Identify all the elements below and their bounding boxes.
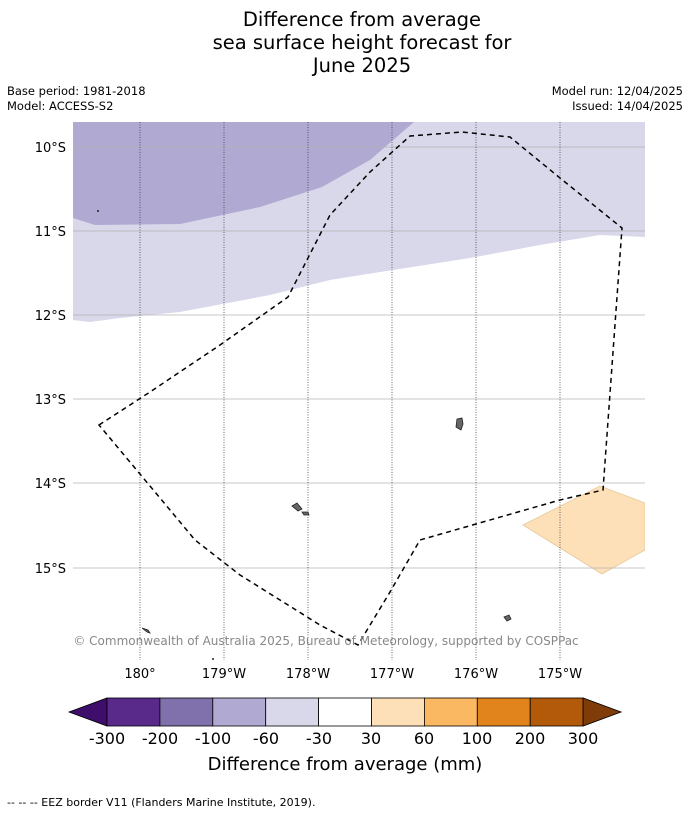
lat-label: 15°S	[35, 562, 66, 577]
colorbar-tick: -30	[306, 729, 332, 748]
copyright-notice: © Commonwealth of Australia 2025, Bureau…	[73, 634, 578, 648]
lon-label: 179°W	[202, 667, 246, 682]
island-futuna	[291, 502, 303, 512]
lon-label: 177°W	[370, 667, 414, 682]
map-title: Difference from average sea surface heig…	[0, 8, 690, 77]
island-alofi	[301, 511, 310, 516]
base-period: Base period: 1981-2018	[7, 84, 146, 98]
eez-border	[97, 131, 623, 646]
eez-footnote: -- -- -- EEZ border V11 (Flanders Marine…	[7, 796, 316, 809]
meta-right: Model run: 12/04/2025 Issued: 14/04/2025	[552, 84, 683, 114]
model-run: Model run: 12/04/2025	[551, 84, 683, 98]
lat-label: 13°S	[35, 393, 66, 408]
lon-gridlines	[139, 122, 561, 660]
colorbar-segment-below-min	[67, 697, 108, 727]
title-line-1: Difference from average	[242, 8, 482, 31]
colorbar-tick: 30	[361, 729, 381, 748]
colorbar-tick: 100	[462, 729, 493, 748]
colorbar-tick: 60	[414, 729, 434, 748]
island-reef-southwest	[141, 627, 151, 634]
meta-left: Base period: 1981-2018 Model: ACCESS-S2	[7, 84, 146, 114]
anomaly-region-light-orange	[522, 485, 645, 575]
colorbar-tick: -60	[253, 729, 279, 748]
title-line-2: sea surface height forecast for	[212, 31, 512, 54]
colorbar-segment	[106, 697, 161, 727]
colorbar-tick: 200	[515, 729, 546, 748]
anomaly-region-medium-purple	[73, 122, 414, 225]
lat-label: 14°S	[35, 477, 66, 492]
colorbar	[67, 697, 623, 727]
island-rotuma	[455, 417, 464, 431]
colorbar-tick-labels: -300 -200 -100 -60 -30 30 60 100 200 300	[89, 729, 598, 748]
colorbar-segment	[476, 697, 531, 727]
colorbar-tick: -100	[195, 729, 231, 748]
lat-gridlines	[73, 146, 645, 569]
island-small-east	[503, 614, 512, 622]
lon-labels: 180° 179°W 178°W 177°W 176°W 175°W	[124, 667, 582, 682]
colorbar-segment	[265, 697, 320, 727]
lon-label: 176°W	[454, 667, 498, 682]
colorbar-segment	[159, 697, 214, 727]
lon-label: 178°W	[286, 667, 330, 682]
colorbar-tick: -200	[142, 729, 178, 748]
map-area: © Commonwealth of Australia 2025, Bureau…	[73, 122, 645, 660]
model-name: Model: ACCESS-S2	[7, 99, 114, 113]
issued-date: Issued: 14/04/2025	[572, 99, 683, 113]
colorbar-segment	[212, 697, 267, 727]
lat-label: 11°S	[35, 225, 66, 240]
colorbar-label: Difference from average (mm)	[208, 754, 483, 775]
island-dot-south	[212, 658, 214, 660]
title-line-3: June 2025	[312, 54, 412, 77]
lat-label: 12°S	[35, 309, 66, 324]
island-dot-north	[97, 210, 99, 212]
lon-label: 175°W	[538, 667, 582, 682]
colorbar-segment	[529, 697, 584, 727]
lon-label: 180°	[124, 667, 155, 682]
colorbar-segment	[318, 697, 372, 727]
colorbar-segment-above-max	[582, 697, 623, 727]
colorbar-tick: 300	[568, 729, 599, 748]
lat-labels: 10°S 11°S 12°S 13°S 14°S 15°S	[35, 141, 66, 577]
colorbar-tick: -300	[89, 729, 125, 748]
colorbar-segment	[423, 697, 478, 727]
colorbar-segment	[371, 697, 425, 727]
lat-label: 10°S	[35, 141, 66, 156]
